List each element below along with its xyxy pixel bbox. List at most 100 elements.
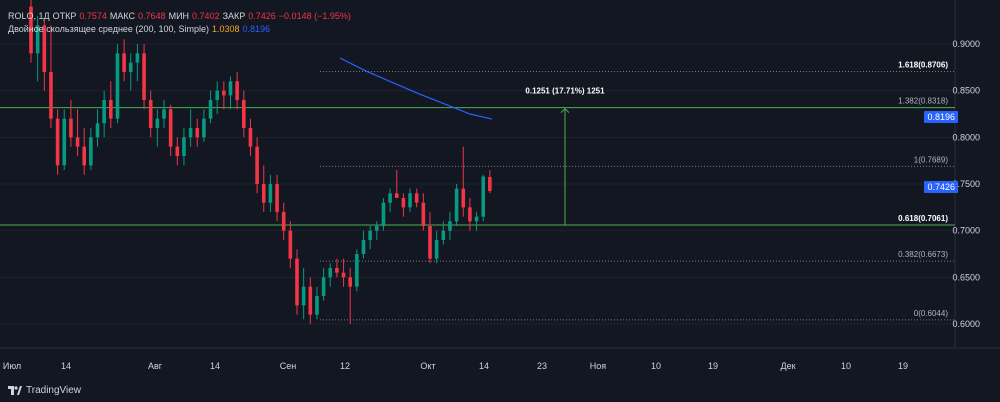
candle[interactable] [128, 53, 133, 91]
candle[interactable] [295, 249, 299, 315]
open-value: 0.7574 [79, 11, 107, 21]
candle[interactable] [288, 221, 293, 268]
candle-body [481, 176, 485, 217]
candle[interactable] [202, 109, 206, 142]
candle-body [461, 188, 466, 208]
candle[interactable] [361, 230, 366, 259]
time-tick-label: Сен [280, 361, 297, 371]
candle[interactable] [448, 212, 452, 240]
ma-indicator-name[interactable]: Двойное скользящее среднее (200, 100, Si… [8, 24, 209, 34]
candle[interactable] [394, 170, 399, 198]
candle[interactable] [348, 268, 352, 324]
candlestick-series[interactable] [29, 0, 492, 324]
candle[interactable] [341, 258, 346, 287]
candle[interactable] [301, 268, 306, 320]
candle[interactable] [268, 174, 273, 212]
candle[interactable] [315, 286, 319, 320]
candle[interactable] [69, 100, 73, 147]
candle[interactable] [55, 109, 60, 175]
candle[interactable] [35, 16, 40, 82]
time-axis[interactable]: Июл 14 Авг 14 Сен 12 Окт 14 23 Ноя 10 19 Дек 10 19 [3, 361, 908, 371]
candle[interactable] [454, 184, 459, 226]
price-tick-label: 0.6000 [952, 319, 980, 329]
candle[interactable] [375, 221, 379, 240]
candle[interactable] [401, 193, 406, 217]
candle-body [268, 184, 273, 203]
candle[interactable] [188, 109, 193, 147]
candle[interactable] [228, 76, 233, 110]
candle[interactable] [414, 188, 419, 208]
candle[interactable] [222, 81, 226, 110]
low-value: 0.7402 [192, 11, 220, 21]
candle[interactable] [308, 277, 313, 324]
candle[interactable] [215, 81, 219, 114]
candle[interactable] [242, 90, 246, 138]
candle[interactable] [182, 128, 186, 166]
tradingview-brand[interactable]: TradingView [8, 385, 81, 396]
candle-body [69, 118, 73, 138]
ohlc-row: ROLO, 1Д ОТКР 0.7574 МАКС 0.7648 МИН 0.7402… [8, 10, 351, 23]
candle[interactable] [321, 268, 326, 301]
candle[interactable] [109, 81, 113, 128]
candle[interactable] [235, 72, 239, 110]
fibonacci-retracement[interactable]: 1.618(0.8706) 1.382(0.8318) 1(0.7689) 0.618… [0, 60, 955, 321]
candle-body [49, 72, 53, 119]
candle[interactable] [428, 212, 432, 264]
candle[interactable] [122, 39, 126, 82]
candle[interactable] [148, 90, 153, 138]
candle[interactable] [261, 165, 266, 212]
candle[interactable] [441, 221, 446, 245]
candle[interactable] [474, 212, 479, 231]
candle[interactable] [89, 128, 93, 170]
candle[interactable] [368, 226, 372, 250]
candle[interactable] [468, 198, 472, 231]
candle[interactable] [481, 174, 485, 222]
candle[interactable] [408, 188, 412, 212]
candle-body [95, 123, 100, 138]
candle-body [35, 25, 40, 54]
candle[interactable] [155, 109, 160, 147]
candle[interactable] [162, 100, 166, 128]
time-tick-label: 14 [210, 361, 220, 371]
candle[interactable] [102, 90, 106, 138]
candle[interactable] [168, 104, 173, 156]
candle-body [275, 184, 279, 212]
candle[interactable] [328, 263, 333, 287]
candle[interactable] [281, 202, 286, 240]
candle-body [355, 254, 359, 287]
candle[interactable] [248, 118, 253, 156]
price-range-measure[interactable]: 0.1251 (17.71%) 1251 [525, 87, 605, 225]
candle[interactable] [115, 44, 120, 124]
candle[interactable] [95, 109, 100, 147]
time-tick-label: 10 [651, 361, 661, 371]
ma-row[interactable]: Двойное скользящее среднее (200, 100, Si… [8, 23, 351, 36]
candle[interactable] [488, 170, 492, 194]
candle[interactable] [335, 258, 339, 278]
candle[interactable] [461, 146, 466, 217]
candle[interactable] [275, 174, 279, 222]
candle[interactable] [381, 198, 386, 231]
candle[interactable] [195, 118, 200, 147]
ma-value-1: 1.0308 [211, 24, 240, 34]
candle[interactable] [421, 193, 426, 231]
candle[interactable] [82, 128, 86, 175]
candle-body [182, 137, 186, 156]
candle[interactable] [142, 44, 146, 110]
candle[interactable] [355, 249, 359, 292]
candle[interactable] [49, 25, 53, 128]
candle[interactable] [434, 230, 439, 264]
candle[interactable] [388, 188, 392, 212]
candle[interactable] [62, 109, 67, 170]
candle[interactable] [175, 137, 180, 166]
price-axis[interactable]: 0.9000 0.8500 0.8000 0.7500 0.7000 0.6500 0.60… [952, 39, 980, 329]
symbol-label[interactable]: ROLO, 1Д [8, 11, 50, 21]
candle[interactable] [255, 137, 259, 194]
candle-body [428, 226, 432, 259]
candle[interactable] [135, 44, 140, 82]
candle[interactable] [42, 20, 47, 91]
candle[interactable] [29, 0, 33, 63]
candle[interactable] [75, 109, 80, 156]
candle[interactable] [208, 90, 213, 124]
